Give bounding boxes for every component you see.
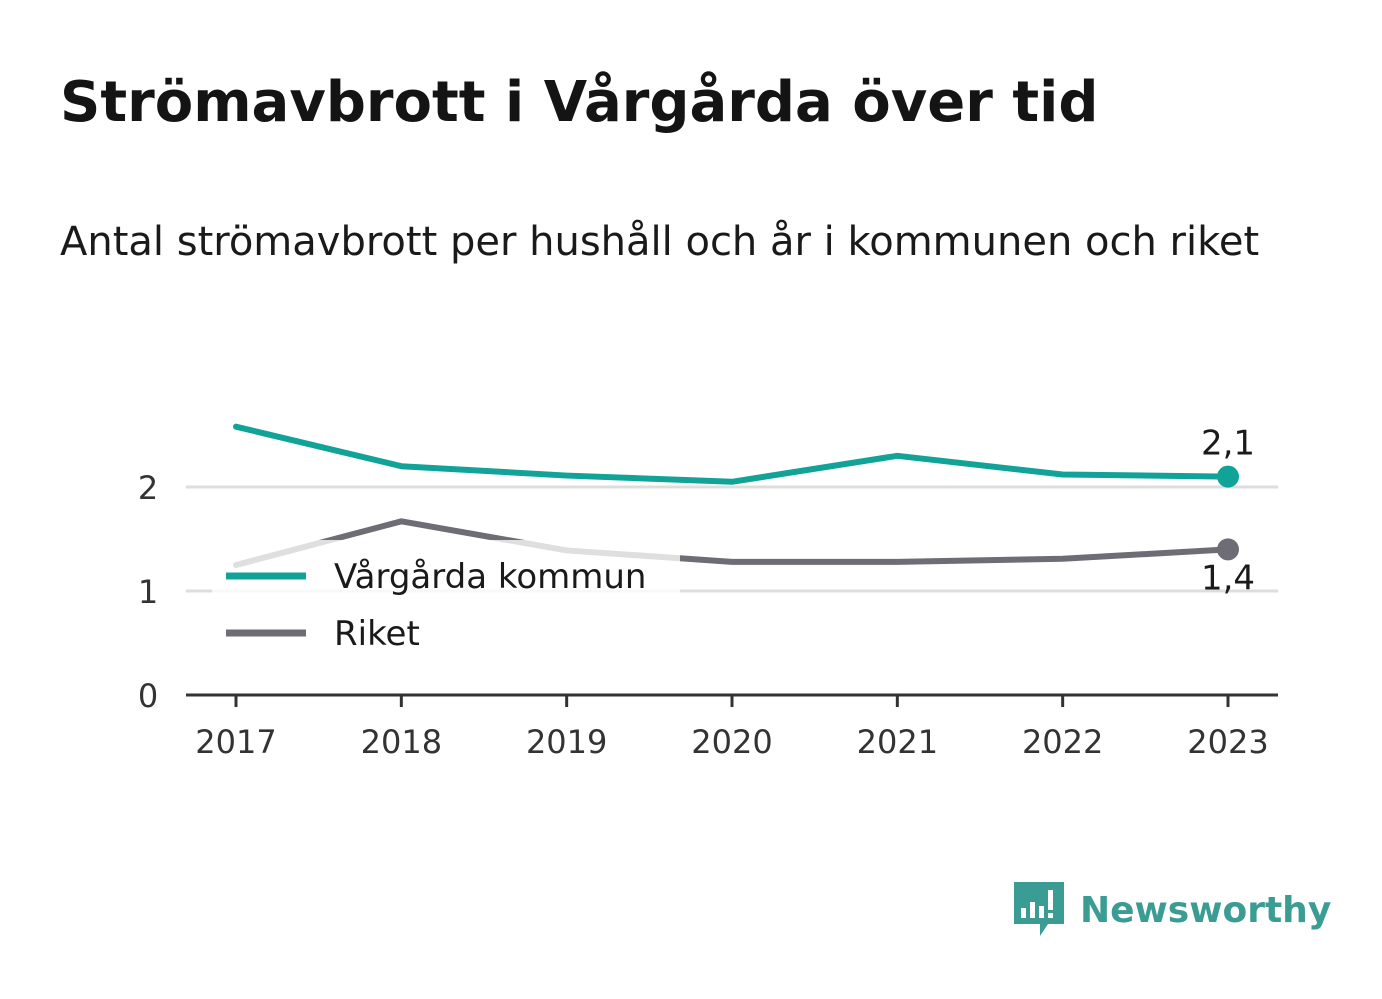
series-line-kommun	[233, 423, 1231, 485]
legend-background	[212, 540, 680, 668]
x-tick-label: 2022	[1022, 723, 1103, 761]
end-labels: 2,1 1,4	[1201, 424, 1255, 599]
x-tick-label: 2020	[691, 723, 772, 761]
end-value-label: 1,4	[1201, 558, 1255, 598]
newsworthy-logo-icon	[1014, 882, 1064, 936]
legend: Vårgårda kommun Riket	[212, 540, 680, 668]
y-tick-label: 1	[138, 573, 158, 611]
end-point	[1217, 538, 1239, 561]
x-tick-label: 2017	[195, 723, 276, 761]
x-tick-label: 2019	[526, 723, 607, 761]
x-tick-label: 2021	[857, 723, 938, 761]
brand-name: Newsworthy	[1080, 889, 1332, 931]
x-tick-label: 2018	[361, 723, 442, 761]
series-group	[233, 423, 1231, 568]
y-axis-ticks: 0 1 2	[138, 469, 158, 715]
x-axis: 2017 2018 2019 2020 2021 2022 2023	[186, 693, 1278, 761]
legend-label: Riket	[334, 614, 420, 654]
chart-title: Strömavbrott i Vårgårda över tid	[60, 70, 1099, 135]
y-tick-label: 0	[138, 677, 158, 715]
newsworthy-logo: Newsworthy	[1010, 878, 1331, 942]
x-tick-label: 2023	[1187, 723, 1268, 761]
series-line-riket	[233, 518, 1231, 568]
legend-label: Vårgårda kommun	[334, 557, 646, 597]
end-point	[1217, 465, 1239, 488]
chart-subtitle: Antal strömavbrott per hushåll och år i …	[60, 219, 1260, 265]
end-value-label: 2,1	[1201, 424, 1255, 464]
y-tick-label: 2	[138, 469, 158, 507]
